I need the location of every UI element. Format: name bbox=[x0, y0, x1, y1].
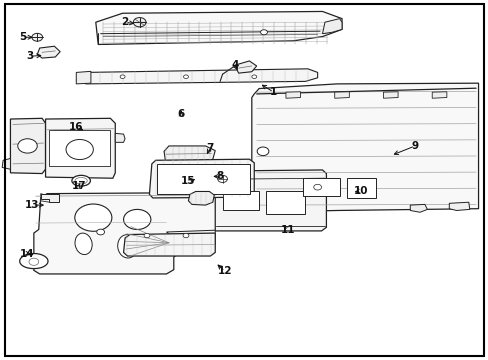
Polygon shape bbox=[123, 233, 215, 256]
Circle shape bbox=[183, 233, 188, 238]
Bar bbox=[266, 191, 305, 214]
Polygon shape bbox=[334, 92, 348, 98]
Polygon shape bbox=[409, 204, 427, 212]
Polygon shape bbox=[45, 118, 115, 178]
Text: 3: 3 bbox=[26, 51, 34, 61]
Ellipse shape bbox=[75, 177, 87, 184]
Polygon shape bbox=[251, 83, 478, 212]
Ellipse shape bbox=[75, 233, 92, 255]
Polygon shape bbox=[96, 12, 341, 44]
Polygon shape bbox=[20, 253, 48, 269]
Polygon shape bbox=[322, 19, 341, 34]
Polygon shape bbox=[76, 71, 91, 84]
Text: 6: 6 bbox=[177, 109, 184, 120]
Bar bbox=[222, 191, 259, 211]
Text: 16: 16 bbox=[69, 122, 83, 132]
Circle shape bbox=[260, 30, 267, 35]
Text: 4: 4 bbox=[231, 60, 238, 70]
Bar bbox=[346, 178, 375, 198]
Bar bbox=[157, 164, 250, 194]
Polygon shape bbox=[115, 134, 125, 142]
Circle shape bbox=[257, 147, 268, 156]
Text: 7: 7 bbox=[206, 143, 214, 153]
Text: 1: 1 bbox=[269, 87, 277, 97]
Circle shape bbox=[133, 18, 146, 27]
Circle shape bbox=[18, 139, 37, 153]
Polygon shape bbox=[166, 230, 215, 250]
Bar bbox=[49, 130, 110, 166]
Polygon shape bbox=[234, 61, 256, 73]
Text: 9: 9 bbox=[411, 141, 418, 151]
Text: 15: 15 bbox=[181, 176, 195, 186]
Polygon shape bbox=[34, 193, 215, 274]
Polygon shape bbox=[163, 146, 215, 162]
Polygon shape bbox=[41, 194, 59, 202]
Circle shape bbox=[144, 233, 150, 238]
Polygon shape bbox=[211, 170, 326, 231]
Text: 8: 8 bbox=[216, 171, 224, 181]
Circle shape bbox=[251, 75, 256, 78]
Ellipse shape bbox=[72, 175, 90, 186]
Polygon shape bbox=[188, 192, 214, 205]
Polygon shape bbox=[76, 69, 317, 84]
Polygon shape bbox=[285, 92, 300, 98]
Circle shape bbox=[97, 229, 104, 235]
Circle shape bbox=[66, 139, 93, 159]
Polygon shape bbox=[41, 194, 49, 202]
Text: 5: 5 bbox=[19, 32, 26, 42]
Polygon shape bbox=[383, 92, 397, 98]
Text: 11: 11 bbox=[281, 225, 295, 235]
Circle shape bbox=[120, 75, 125, 78]
Polygon shape bbox=[2, 158, 10, 169]
Text: 2: 2 bbox=[121, 17, 128, 27]
Polygon shape bbox=[10, 118, 45, 174]
Bar bbox=[303, 178, 339, 196]
Polygon shape bbox=[448, 202, 469, 211]
Polygon shape bbox=[431, 92, 446, 98]
Text: 14: 14 bbox=[20, 248, 35, 258]
Text: 17: 17 bbox=[71, 181, 86, 191]
Circle shape bbox=[123, 210, 151, 229]
Text: 13: 13 bbox=[25, 200, 40, 210]
Ellipse shape bbox=[118, 235, 137, 258]
Circle shape bbox=[29, 258, 39, 265]
Circle shape bbox=[183, 75, 188, 78]
Text: 12: 12 bbox=[217, 266, 232, 276]
Text: 10: 10 bbox=[353, 186, 368, 196]
Circle shape bbox=[75, 204, 112, 231]
Circle shape bbox=[217, 175, 227, 183]
Circle shape bbox=[313, 184, 321, 190]
Polygon shape bbox=[37, 46, 60, 58]
Circle shape bbox=[32, 33, 42, 41]
Polygon shape bbox=[149, 159, 254, 198]
